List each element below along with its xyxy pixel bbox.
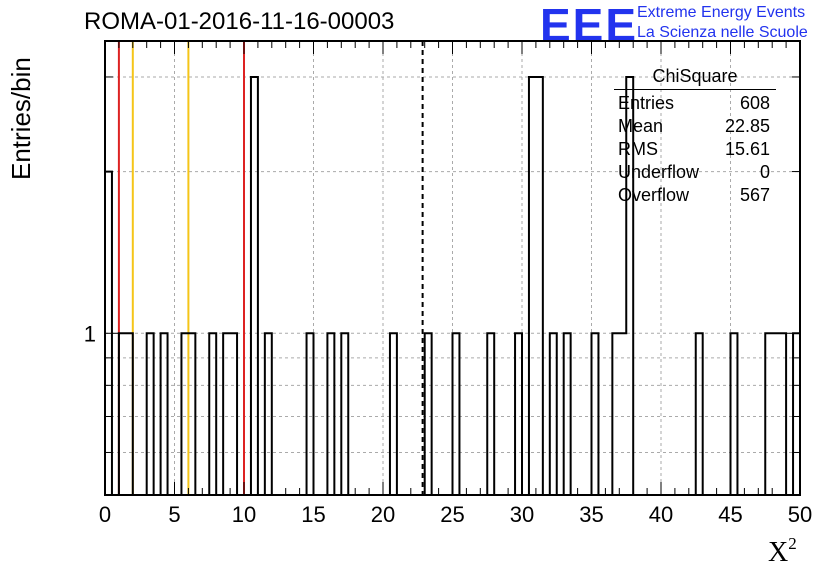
x-tick-label: 5: [168, 502, 180, 527]
stats-row-mean: Mean 22.85: [614, 116, 776, 139]
x-tick-label: 50: [788, 502, 812, 527]
x-tick-label: 10: [232, 502, 256, 527]
x-axis-label: X2: [768, 534, 797, 569]
stats-row-underflow: Underflow 0: [614, 162, 776, 185]
y-tick-label: 1: [84, 321, 96, 346]
chart-title: ROMA-01-2016-11-16-00003: [84, 8, 395, 35]
stats-label: Entries: [618, 93, 675, 113]
stats-title: ChiSquare: [614, 66, 776, 90]
stats-row-entries: Entries 608: [614, 93, 776, 116]
stats-label: Underflow: [618, 162, 700, 182]
x-axis-label-superscript: 2: [788, 534, 797, 553]
stats-label: Overflow: [618, 185, 690, 205]
stats-row-rms: RMS 15.61: [614, 139, 776, 162]
x-tick-label: 25: [440, 502, 464, 527]
plot-frame: [104, 40, 801, 496]
stats-label: Mean: [618, 116, 664, 136]
stats-value: 567: [739, 185, 770, 205]
stats-value: 608: [739, 93, 770, 113]
x-tick-label: 30: [510, 502, 534, 527]
stats-box: ChiSquare Entries 608 Mean 22.85 RMS 15.…: [614, 66, 776, 208]
stats-label: RMS: [618, 139, 658, 159]
stats-value: 0: [759, 162, 770, 182]
x-tick-label: 35: [579, 502, 603, 527]
x-axis-label-base: X: [768, 537, 789, 568]
x-tick-label: 40: [649, 502, 673, 527]
logo-subtitle-line1: Extreme Energy Events: [637, 4, 806, 21]
logo-subtitle-line2: La Scienza nelle Scuole: [637, 24, 808, 41]
x-tick-label: 0: [99, 502, 111, 527]
x-tick-label: 45: [718, 502, 742, 527]
x-tick-label: 15: [301, 502, 325, 527]
stats-row-overflow: Overflow 567: [614, 185, 776, 208]
tick-labels: 0 5 10 15 20 25 30 35 40 45 50 1: [84, 321, 812, 527]
stats-value: 22.85: [724, 116, 770, 136]
stats-value: 15.61: [724, 139, 770, 159]
reference-lines: [117, 41, 424, 495]
x-tick-label: 20: [371, 502, 395, 527]
